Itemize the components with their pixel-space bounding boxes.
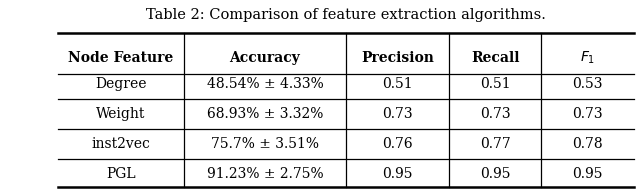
Text: 0.73: 0.73 — [480, 107, 511, 121]
Text: Table 2: Comparison of feature extraction algorithms.: Table 2: Comparison of feature extractio… — [146, 8, 545, 22]
Text: 0.95: 0.95 — [572, 167, 603, 181]
Text: Node Feature: Node Feature — [68, 51, 173, 65]
Text: 0.53: 0.53 — [572, 77, 603, 91]
Text: Precision: Precision — [361, 51, 434, 65]
Text: 68.93% ± 3.32%: 68.93% ± 3.32% — [207, 107, 323, 121]
Text: 0.77: 0.77 — [480, 137, 511, 151]
Text: 0.51: 0.51 — [382, 77, 413, 91]
Text: 0.78: 0.78 — [572, 137, 603, 151]
Text: Accuracy: Accuracy — [230, 51, 300, 65]
Text: 0.73: 0.73 — [572, 107, 603, 121]
Text: PGL: PGL — [106, 167, 136, 181]
Text: 0.95: 0.95 — [480, 167, 511, 181]
Text: Weight: Weight — [96, 107, 146, 121]
Text: 75.7% ± 3.51%: 75.7% ± 3.51% — [211, 137, 319, 151]
Text: 0.76: 0.76 — [382, 137, 413, 151]
Text: Degree: Degree — [95, 77, 147, 91]
Text: 0.95: 0.95 — [382, 167, 413, 181]
Text: 48.54% ± 4.33%: 48.54% ± 4.33% — [207, 77, 323, 91]
Text: 0.73: 0.73 — [382, 107, 413, 121]
Text: Recall: Recall — [471, 51, 520, 65]
Text: inst2vec: inst2vec — [92, 137, 150, 151]
Text: 0.51: 0.51 — [480, 77, 511, 91]
Text: $F_1$: $F_1$ — [580, 50, 595, 66]
Text: 91.23% ± 2.75%: 91.23% ± 2.75% — [207, 167, 323, 181]
